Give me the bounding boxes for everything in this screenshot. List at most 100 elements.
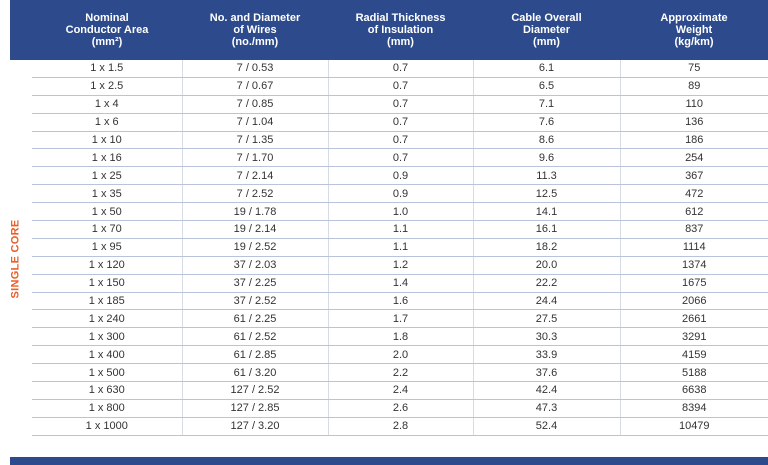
header-overall-diameter: Cable Overall Diameter (mm) <box>473 0 620 60</box>
side-spacer-cell <box>10 399 32 417</box>
weight-cell: 254 <box>619 148 768 168</box>
wires-cell: 127 / 3.20 <box>181 417 328 436</box>
overall-diameter-cell: 30.3 <box>472 327 620 347</box>
conductor-area-cell: 1 x 16 <box>32 148 182 168</box>
conductor-area-cell: 1 x 70 <box>32 220 182 239</box>
side-spacer-cell <box>10 292 32 310</box>
table-row: 1 x 35 7 / 2.52 0.9 12.5 472 <box>10 184 768 204</box>
conductor-area-cell: 1 x 1.5 <box>32 60 182 78</box>
table-row: 1 x 500 61 / 3.20 2.2 37.6 5188 <box>10 363 768 383</box>
overall-diameter-cell: 6.1 <box>472 60 620 78</box>
overall-diameter-cell: 12.5 <box>472 184 620 204</box>
insulation-cell: 0.7 <box>327 60 473 78</box>
side-spacer-cell <box>10 328 32 346</box>
overall-diameter-cell: 6.5 <box>472 77 620 96</box>
wires-cell: 37 / 2.03 <box>181 256 328 275</box>
table-row: 1 x 240 61 / 2.25 1.7 27.5 2661 <box>10 309 768 329</box>
wires-cell: 19 / 2.52 <box>181 238 328 257</box>
conductor-area-cell: 1 x 185 <box>32 292 182 311</box>
overall-diameter-cell: 8.6 <box>472 131 620 150</box>
insulation-cell: 1.2 <box>327 256 473 275</box>
conductor-area-cell: 1 x 2.5 <box>32 77 182 96</box>
conductor-area-cell: 1 x 400 <box>32 345 182 365</box>
insulation-cell: 0.7 <box>327 131 473 150</box>
weight-cell: 837 <box>619 220 768 239</box>
weight-cell: 110 <box>619 95 768 114</box>
insulation-cell: 1.1 <box>327 238 473 257</box>
side-spacer-cell <box>10 310 32 328</box>
overall-diameter-cell: 52.4 <box>472 417 620 436</box>
side-spacer-cell <box>10 274 32 292</box>
weight-cell: 612 <box>619 202 768 222</box>
conductor-area-cell: 1 x 800 <box>32 399 182 418</box>
conductor-area-cell: 1 x 500 <box>32 363 182 383</box>
table-row: 1 x 120 37 / 2.03 1.2 20.0 1374 <box>10 256 768 275</box>
overall-diameter-cell: 7.1 <box>472 95 620 114</box>
table-row: 1 x 1000 127 / 3.20 2.8 52.4 10479 <box>10 417 768 436</box>
conductor-area-cell: 1 x 630 <box>32 381 182 400</box>
insulation-cell: 1.6 <box>327 292 473 311</box>
weight-cell: 472 <box>619 184 768 204</box>
header-spacer <box>10 0 32 60</box>
table-body: 1 x 1.5 7 / 0.53 0.7 6.1 75 1 x 2.5 7 / 0.67 0.… <box>10 60 768 436</box>
side-spacer-cell <box>10 131 32 149</box>
table-row: 1 x 95 19 / 2.52 1.1 18.2 1114 <box>10 238 768 257</box>
weight-cell: 2066 <box>619 292 768 311</box>
header-conductor-area: Nominal Conductor Area (mm²) <box>32 0 182 60</box>
conductor-area-cell: 1 x 95 <box>32 238 182 257</box>
weight-cell: 5188 <box>619 363 768 383</box>
insulation-cell: 0.7 <box>327 77 473 96</box>
wires-cell: 61 / 2.85 <box>181 345 328 365</box>
insulation-cell: 0.7 <box>327 148 473 168</box>
overall-diameter-cell: 33.9 <box>472 345 620 365</box>
weight-cell: 4159 <box>619 345 768 365</box>
header-row: Nominal Conductor Area (mm²) No. and Dia… <box>10 0 768 60</box>
insulation-cell: 2.0 <box>327 345 473 365</box>
table-row: 1 x 185 37 / 2.52 1.6 24.4 2066 <box>10 292 768 311</box>
overall-diameter-cell: 9.6 <box>472 148 620 168</box>
overall-diameter-cell: 42.4 <box>472 381 620 400</box>
conductor-area-cell: 1 x 35 <box>32 184 182 204</box>
table-row: 1 x 150 37 / 2.25 1.4 22.2 1675 <box>10 274 768 293</box>
side-spacer-cell <box>10 364 32 382</box>
overall-diameter-cell: 47.3 <box>472 399 620 418</box>
wires-cell: 19 / 2.14 <box>181 220 328 239</box>
side-spacer-cell <box>10 149 32 167</box>
cable-spec-table: Nominal Conductor Area (mm²) No. and Dia… <box>10 0 768 436</box>
table-row: 1 x 800 127 / 2.85 2.6 47.3 8394 <box>10 399 768 418</box>
side-spacer-cell <box>10 113 32 131</box>
weight-cell: 89 <box>619 77 768 96</box>
table-row: 1 x 630 127 / 2.52 2.4 42.4 6638 <box>10 381 768 400</box>
weight-cell: 186 <box>619 131 768 150</box>
table-row: 1 x 2.5 7 / 0.67 0.7 6.5 89 <box>10 77 768 96</box>
wires-cell: 19 / 1.78 <box>181 202 328 222</box>
overall-diameter-cell: 16.1 <box>472 220 620 239</box>
conductor-area-cell: 1 x 4 <box>32 95 182 114</box>
overall-diameter-cell: 20.0 <box>472 256 620 275</box>
weight-cell: 367 <box>619 166 768 186</box>
overall-diameter-cell: 7.6 <box>472 113 620 132</box>
insulation-cell: 1.8 <box>327 327 473 347</box>
weight-cell: 8394 <box>619 399 768 418</box>
insulation-cell: 0.7 <box>327 95 473 114</box>
table-row: 1 x 10 7 / 1.35 0.7 8.6 186 <box>10 131 768 150</box>
side-spacer-cell <box>10 256 32 274</box>
overall-diameter-cell: 14.1 <box>472 202 620 222</box>
conductor-area-cell: 1 x 10 <box>32 131 182 150</box>
conductor-area-cell: 1 x 120 <box>32 256 182 275</box>
bottom-bar <box>10 457 768 465</box>
header-insulation: Radial Thickness of Insulation (mm) <box>328 0 473 60</box>
weight-cell: 10479 <box>619 417 768 436</box>
wires-cell: 61 / 2.25 <box>181 309 328 329</box>
header-wires: No. and Diameter of Wires (no./mm) <box>182 0 328 60</box>
overall-diameter-cell: 27.5 <box>472 309 620 329</box>
conductor-area-cell: 1 x 25 <box>32 166 182 186</box>
wires-cell: 61 / 3.20 <box>181 363 328 383</box>
conductor-area-cell: 1 x 240 <box>32 309 182 329</box>
weight-cell: 3291 <box>619 327 768 347</box>
table-row: 1 x 50 19 / 1.78 1.0 14.1 612 <box>10 202 768 222</box>
insulation-cell: 0.9 <box>327 166 473 186</box>
weight-cell: 1114 <box>619 238 768 257</box>
conductor-area-cell: 1 x 150 <box>32 274 182 293</box>
